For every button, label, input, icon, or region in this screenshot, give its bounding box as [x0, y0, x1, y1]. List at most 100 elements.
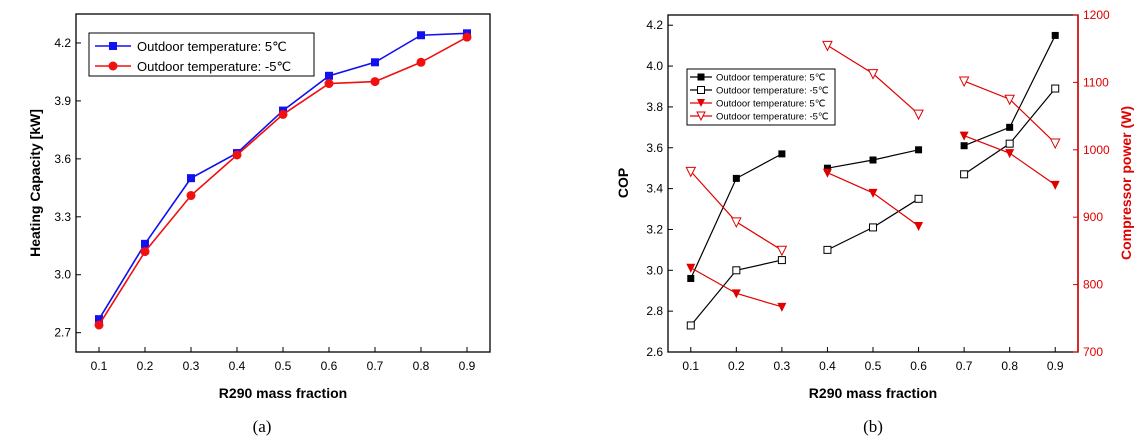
chart-a-series-0-point — [95, 315, 103, 324]
chart-b-series-0-point — [869, 156, 877, 164]
chart-a-series-1-point — [462, 32, 472, 42]
chart-b-series-2-point — [731, 289, 741, 299]
chart-b-series-1-point — [777, 256, 786, 265]
chart-b-series-1-point — [869, 223, 877, 232]
chart-b-series-2-point — [959, 131, 969, 141]
chart-b-series-3-point — [1004, 94, 1015, 106]
chart-a-ticks: 0.1 0.2 0.3 0.4 0.5 0.6 0.7 0.8 0.9 2.7 3.0 3.3 3.6 3… — [54, 36, 475, 373]
chart-a-x-tick-label: 0.9 — [459, 359, 476, 373]
chart-b-series-3-point — [913, 109, 924, 121]
chart-b-x-tick-label: 0.2 — [728, 359, 745, 373]
chart-b-y2-tick-label: 900 — [1083, 210, 1103, 224]
chart-b-legend-label-3: Outdoor temperature: 5℃ — [716, 99, 826, 110]
chart-b-x-tick-label: 0.5 — [865, 359, 882, 373]
chart-a-legend-box — [88, 32, 315, 77]
chart-a-series-1-point — [94, 320, 104, 330]
chart-a-y-tick-label: 2.7 — [54, 326, 71, 340]
chart-a-x-tick-label: 0.3 — [183, 359, 200, 373]
chart-b-legend-label-2: Outdoor temperature: -5℃ — [716, 86, 829, 97]
chart-a-series-1-point — [140, 247, 150, 257]
chart-b-series-2-segment-1 — [827, 172, 919, 227]
chart-b-series — [685, 31, 1061, 330]
chart-b-x-tick-label: 0.3 — [774, 359, 791, 373]
chart-a-y-tick-label: 3.9 — [54, 94, 71, 108]
chart-a-x-axis-title: R290 mass fraction — [219, 385, 347, 401]
chart-a-series-line-1 — [98, 36, 468, 326]
chart-b-y2-tick-label: 1000 — [1083, 143, 1110, 157]
chart-a-series-0-point — [371, 58, 379, 67]
chart-b: 0.1 0.2 0.3 0.4 0.5 0.6 0.7 0.8 0.9 2.6 2.8 3.0 3.2 3… — [615, 8, 1134, 436]
chart-a-legend: Outdoor temperature: 5℃ Outdoor temperat… — [88, 32, 315, 77]
chart-b-y-tick-label: 3.8 — [646, 100, 663, 114]
chart-a-series-1-point — [324, 79, 334, 89]
chart-a-x-tick-label: 0.5 — [275, 359, 292, 373]
chart-b-series-1-point — [960, 170, 969, 179]
chart-b-series-1-point — [1005, 139, 1014, 148]
chart-a-caption: (a) — [253, 417, 272, 436]
chart-b-series-2-point — [777, 302, 787, 312]
chart-b-caption: (b) — [863, 417, 883, 436]
chart-a-x-tick-label: 0.7 — [367, 359, 384, 373]
chart-b-y-tick-label: 2.8 — [646, 304, 663, 318]
chart-a-y-tick-label: 3.0 — [54, 268, 71, 282]
chart-a-series-0-point — [187, 174, 195, 183]
chart-b-series-3-segment-0 — [690, 170, 783, 251]
chart-b-series-1-point — [914, 194, 923, 203]
chart-b-x-tick-label: 0.1 — [682, 359, 699, 373]
chart-b-y-axis-title: COP — [615, 168, 631, 198]
chart-b-series-2-point — [686, 263, 696, 273]
chart-b-series-3-point — [1049, 138, 1061, 150]
chart-b-y2-tick-label: 1100 — [1083, 75, 1109, 89]
chart-b-y-tick-label: 4.0 — [646, 59, 663, 73]
chart-b-series-0-point — [823, 164, 831, 172]
chart-b-series-2-point — [868, 188, 878, 198]
chart-b-x-tick-label: 0.8 — [1001, 359, 1018, 373]
chart-b-series-2-point — [914, 221, 924, 231]
chart-b-series-0-segment-0 — [690, 153, 783, 279]
chart-b-series-0-point — [687, 274, 695, 282]
chart-b-series-1-point — [686, 321, 695, 330]
chart-b-series-2-point — [1005, 149, 1015, 159]
chart-a-series-1-point — [186, 191, 196, 201]
chart-a-x-tick-label: 0.2 — [137, 359, 154, 373]
chart-b-y2-tick-label: 800 — [1083, 278, 1103, 292]
chart-a-series-1-point — [278, 109, 288, 119]
chart-b-y-tick-label: 3.6 — [646, 141, 663, 155]
chart-b-series-0-point — [960, 142, 968, 150]
chart-b-series-3-point — [731, 217, 742, 229]
chart-b-series-0-point — [915, 146, 923, 154]
chart-b-legend-label-1: Outdoor temperature: 5℃ — [716, 73, 826, 84]
chart-b-series-3-point — [776, 245, 788, 257]
chart-b-legend-marker-2 — [697, 86, 705, 94]
chart-a-x-tick-label: 0.4 — [229, 359, 246, 373]
chart-b-x-tick-label: 0.9 — [1047, 359, 1064, 373]
chart-b-x-tick-label: 0.7 — [956, 359, 973, 373]
chart-b-series-3-point — [822, 40, 833, 52]
chart-b-legend: Outdoor temperature: 5℃ Outdoor temperat… — [686, 68, 836, 126]
chart-a: 0.1 0.2 0.3 0.4 0.5 0.6 0.7 0.8 0.9 2.7 3.0 3.3 3.6 3… — [27, 13, 491, 436]
chart-a-series — [94, 29, 472, 330]
chart-a-y-tick-label: 3.3 — [54, 210, 71, 224]
chart-a-y-tick-label: 4.2 — [54, 36, 71, 50]
chart-b-x-tick-label: 0.6 — [910, 359, 927, 373]
chart-b-legend-marker-3 — [697, 99, 705, 107]
chart-b-series-3-segment-2 — [963, 80, 1056, 144]
chart-a-y-axis-title: Heating Capacity [kW] — [27, 109, 43, 257]
chart-b-y2-axis-title: Compressor power (W) — [1118, 106, 1134, 260]
chart-b-series-2-point — [1050, 180, 1060, 190]
chart-a-legend-marker-m5c — [108, 61, 118, 71]
chart-b-legend-marker-1 — [697, 73, 705, 81]
chart-b-series-3-point — [685, 166, 697, 178]
chart-b-y-tick-label: 3.0 — [646, 263, 663, 277]
chart-b-y-tick-label: 3.2 — [646, 222, 663, 236]
chart-b-y-tick-label: 4.2 — [646, 18, 663, 32]
chart-b-x-axis-title: R290 mass fraction — [809, 385, 937, 401]
chart-b-series-1-point — [823, 245, 832, 254]
chart-a-x-tick-label: 0.6 — [321, 359, 338, 373]
chart-a-series-1-point — [232, 150, 242, 160]
chart-a-series-1-point — [416, 57, 426, 67]
chart-b-y-tick-label: 3.4 — [646, 182, 663, 196]
chart-a-x-tick-label: 0.1 — [91, 359, 108, 373]
chart-b-series-0-point — [778, 150, 786, 158]
